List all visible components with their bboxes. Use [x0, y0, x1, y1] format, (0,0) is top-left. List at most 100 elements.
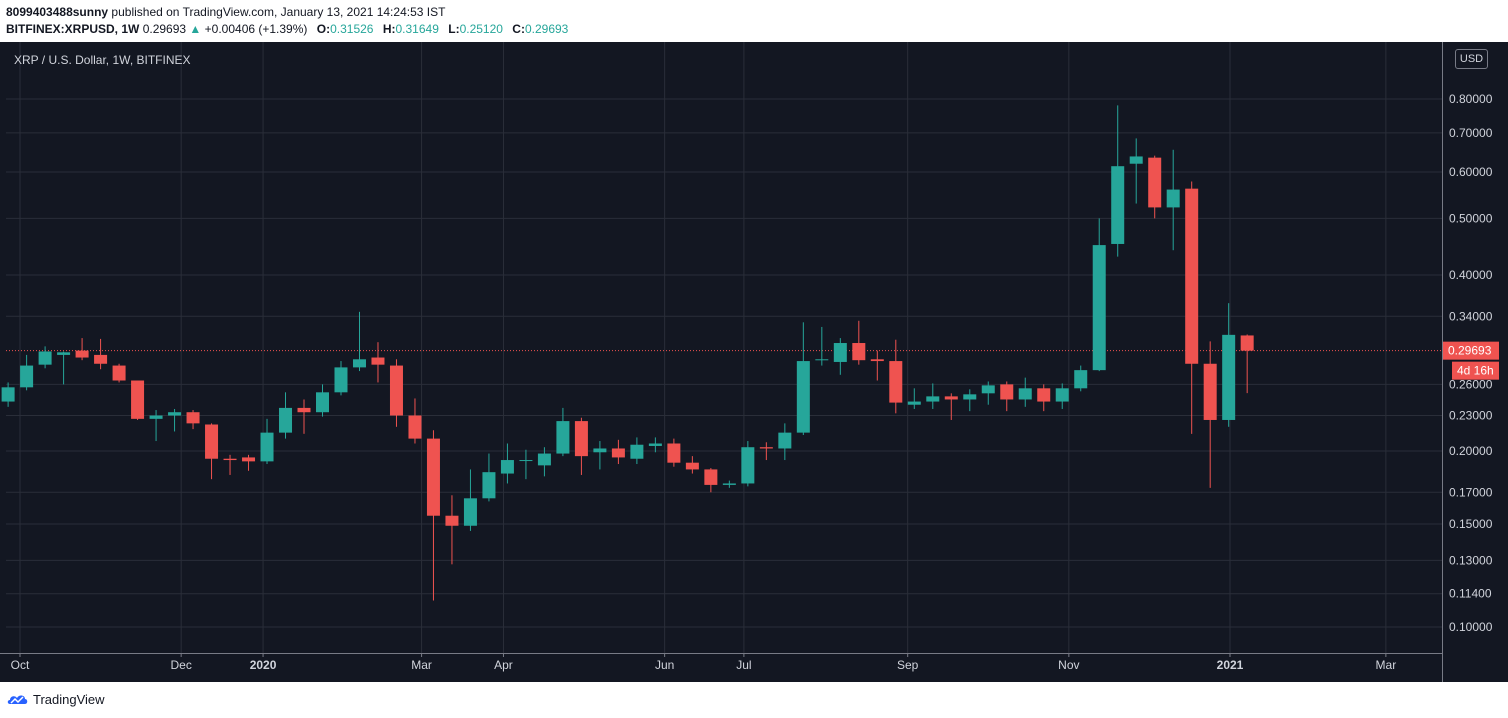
- high-value: 0.31649: [395, 22, 439, 36]
- candle-body: [704, 469, 718, 485]
- y-tick-label: 0.15000: [1449, 517, 1493, 531]
- y-tick-label: 0.60000: [1449, 165, 1493, 179]
- candle-body: [1, 387, 15, 402]
- last-price-tag: [1443, 341, 1499, 360]
- candle-body: [556, 421, 570, 454]
- candle-body: [574, 421, 588, 457]
- candle-body: [75, 350, 89, 358]
- candle-body: [796, 361, 810, 433]
- y-tick-label: 0.13000: [1449, 553, 1493, 567]
- low-value: 0.25120: [459, 22, 503, 36]
- candle-body: [1055, 388, 1069, 402]
- candle-body: [648, 443, 662, 446]
- footer: TradingView: [0, 682, 1508, 718]
- candle-body: [759, 447, 773, 449]
- y-tick-label: 0.34000: [1449, 309, 1493, 323]
- candlestick-chart[interactable]: 0.10000 0.11400 0.13000 0.15000 0.17000 0.200…: [0, 42, 1508, 682]
- candle-body: [149, 415, 163, 419]
- y-tick-label: 0.17000: [1449, 485, 1493, 499]
- candle-body: [889, 361, 903, 403]
- candle-body: [1000, 384, 1014, 400]
- candle-body: [38, 351, 52, 365]
- candle-body: [833, 343, 847, 362]
- chart-background: [0, 42, 1508, 682]
- y-tick-label: 0.11400: [1449, 587, 1492, 601]
- candle-body: [352, 359, 366, 368]
- candle-body: [907, 401, 921, 405]
- up-triangle-icon: ▲: [189, 22, 202, 36]
- candle-body: [1018, 388, 1032, 400]
- candle-body: [316, 392, 329, 413]
- x-tick-label: Dec: [170, 658, 191, 672]
- candle-body: [778, 432, 792, 449]
- last-price: 0.29693: [142, 22, 187, 36]
- y-tick-label: 0.20000: [1449, 444, 1493, 458]
- candle-body: [168, 412, 182, 416]
- tradingview-logo[interactable]: TradingView: [6, 691, 105, 707]
- candle-body: [519, 460, 533, 462]
- x-tick-label: Mar: [411, 658, 432, 672]
- candle-body: [112, 365, 126, 381]
- x-tick-label: Sep: [897, 658, 919, 672]
- candle-body: [1222, 334, 1236, 420]
- close-label: C:: [512, 22, 525, 36]
- candle-body: [186, 412, 200, 424]
- candle-body: [482, 472, 496, 499]
- candle-body: [667, 443, 681, 463]
- symbol-name: BITFINEX:XRPUSD, 1W: [6, 22, 140, 36]
- candle-body: [426, 438, 440, 516]
- cloud-chart-icon: [7, 695, 28, 704]
- candle-body: [445, 515, 459, 526]
- candle-body: [722, 483, 736, 485]
- candle-body: [926, 396, 940, 402]
- candle-body: [1240, 335, 1254, 351]
- publication-info: 8099403488sunny published on TradingView…: [6, 5, 445, 19]
- x-tick-label: 2020: [250, 658, 277, 672]
- candle-body: [981, 385, 995, 394]
- candle-body: [260, 432, 274, 462]
- x-tick-label: 2021: [1217, 658, 1244, 672]
- candle-body: [334, 367, 348, 393]
- candle-body: [1092, 245, 1106, 371]
- candle-body: [389, 365, 403, 416]
- candle-body: [500, 460, 514, 474]
- countdown-tag: [1452, 361, 1499, 380]
- candle-body: [463, 498, 477, 526]
- candle-body: [242, 457, 256, 462]
- candle-body: [1203, 363, 1217, 420]
- chart-legend: XRP / U.S. Dollar, 1W, BITFINEX: [14, 53, 191, 67]
- chart-area[interactable]: 0.10000 0.11400 0.13000 0.15000 0.17000 0.200…: [0, 42, 1508, 682]
- published-text: published on TradingView.com, January 13…: [111, 5, 446, 19]
- low-label: L:: [448, 22, 460, 36]
- y-tick-label: 0.23000: [1449, 409, 1493, 423]
- candle-body: [944, 396, 958, 400]
- candle-body: [1166, 189, 1180, 208]
- x-tick-label: Nov: [1058, 658, 1079, 672]
- x-tick-label: Oct: [11, 658, 30, 672]
- last-price-tag-text: 0.29693: [1448, 344, 1492, 358]
- candle-body: [1129, 156, 1143, 164]
- candle-body: [1185, 188, 1199, 364]
- price-change: +0.00406 (+1.39%): [204, 22, 308, 36]
- candle-body: [57, 352, 71, 355]
- candle-body: [741, 447, 755, 484]
- candle-body: [611, 448, 625, 458]
- publisher-name[interactable]: 8099403488sunny: [6, 5, 109, 19]
- candle-body: [537, 453, 551, 466]
- candle-body: [593, 448, 607, 453]
- candle-body: [815, 359, 829, 361]
- candle-body: [870, 359, 884, 362]
- candle-body: [685, 462, 699, 470]
- candle-body: [279, 407, 293, 433]
- candle-body: [1111, 166, 1125, 244]
- candle-body: [94, 354, 108, 364]
- countdown-tag-text: 4d 16h: [1457, 364, 1494, 378]
- candle-body: [205, 424, 219, 459]
- currency-button[interactable]: USD: [1455, 49, 1488, 69]
- candle-body: [371, 357, 385, 365]
- candle-body: [1148, 157, 1162, 208]
- open-value: 0.31526: [330, 22, 374, 36]
- candle-body: [1037, 388, 1051, 402]
- quote-line: BITFINEX:XRPUSD, 1W 0.29693 ▲ +0.00406 (…: [6, 22, 568, 36]
- close-value: 0.29693: [524, 22, 569, 36]
